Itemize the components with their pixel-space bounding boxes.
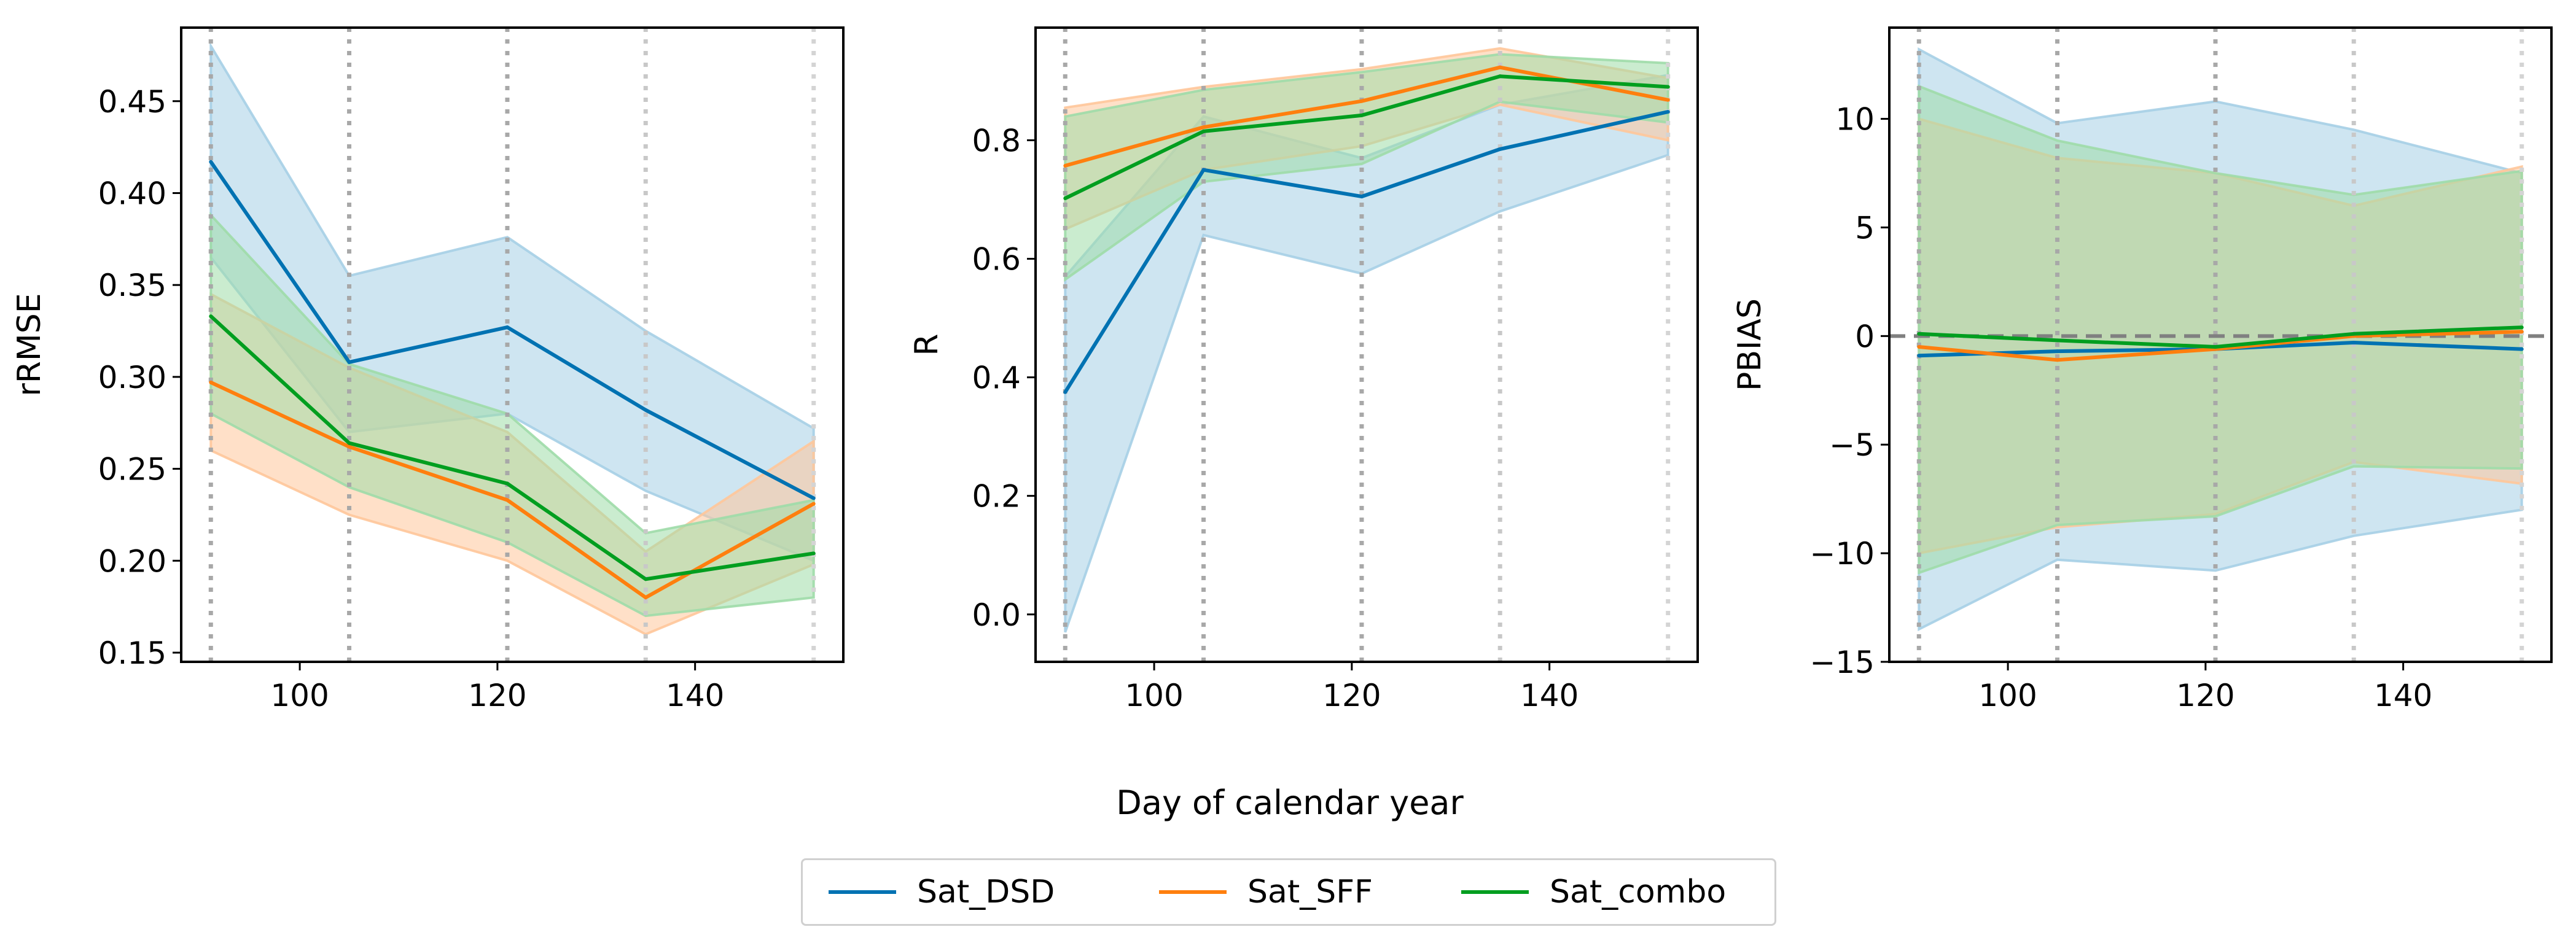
x-tick-label: 100	[1125, 678, 1183, 713]
y-tick-label: 5	[1855, 210, 1875, 246]
x-tick-label: 140	[666, 678, 724, 713]
data-point-sat-dsd	[209, 160, 213, 164]
data-point-sat-combo	[2352, 332, 2356, 336]
legend-item-sat-combo: Sat_combo	[1461, 860, 1726, 924]
data-point-sat-combo	[2055, 338, 2059, 343]
y-tick-label: 0	[1855, 319, 1875, 354]
x-tick-label: 120	[468, 678, 526, 713]
data-point-sat-combo	[1666, 85, 1670, 89]
legend-swatch-sat-sff	[1159, 890, 1227, 894]
y-tick-label: 0.6	[972, 242, 1021, 278]
data-point-sat-sff	[2055, 358, 2059, 362]
y-tick-label: 0.4	[972, 360, 1021, 396]
data-point-sat-dsd	[2352, 340, 2356, 344]
y-tick-label: −15	[1809, 645, 1875, 680]
data-point-sat-combo	[209, 314, 213, 319]
x-tick-label: 100	[1978, 678, 2037, 713]
data-point-sat-combo	[1917, 332, 1921, 336]
data-point-sat-dsd	[2055, 349, 2059, 354]
y-tick-label: −10	[1809, 536, 1875, 572]
legend-swatch-sat-combo	[1461, 890, 1529, 894]
y-tick-label: 0.20	[98, 543, 166, 579]
x-tick-label: 100	[270, 678, 329, 713]
data-point-sat-combo	[1201, 129, 1206, 133]
data-point-sat-dsd	[505, 325, 509, 330]
y-tick-label: 0.30	[98, 360, 166, 395]
y-axis-title: R	[908, 333, 945, 355]
legend-item-sat-sff: Sat_SFF	[1159, 860, 1373, 924]
legend-label-sat-dsd: Sat_DSD	[917, 874, 1055, 910]
y-axis-title: rRMSE	[11, 293, 48, 396]
data-point-sat-combo	[1359, 113, 1364, 117]
y-tick-label: 0.25	[98, 452, 166, 487]
data-point-sat-sff	[1498, 65, 1502, 69]
data-point-sat-combo	[347, 441, 351, 445]
data-point-sat-combo	[1498, 74, 1502, 79]
data-point-sat-sff	[1201, 125, 1206, 130]
axes-frame	[1034, 26, 1699, 663]
data-point-sat-dsd	[811, 496, 816, 500]
plot-area	[1063, 28, 1671, 662]
data-point-sat-sff	[209, 380, 213, 384]
data-point-sat-dsd	[347, 360, 351, 364]
x-tick-label: 120	[1322, 678, 1381, 713]
legend-item-sat-dsd: Sat_DSD	[829, 860, 1055, 924]
plot-area	[208, 28, 816, 662]
y-tick-label: 0.2	[972, 479, 1021, 514]
data-point-sat-sff	[347, 444, 351, 449]
data-point-sat-combo	[2213, 345, 2217, 349]
confidence-band-sat-combo	[209, 212, 815, 618]
legend: Sat_DSD Sat_SFF Sat_combo	[801, 858, 1776, 926]
data-point-sat-sff	[1666, 98, 1670, 102]
shared-x-axis-label: Day of calendar year	[1116, 783, 1464, 822]
data-point-sat-combo	[1063, 196, 1067, 201]
x-tick-label: 140	[1520, 678, 1579, 713]
data-point-sat-dsd	[1498, 147, 1502, 151]
panel-3: 100 120 140 −15 −10 −5 0 5 10 PBIAS	[1731, 26, 2553, 713]
y-tick-label: −5	[1829, 427, 1875, 463]
data-point-sat-combo	[2519, 325, 2524, 330]
data-point-sat-combo	[505, 481, 509, 486]
legend-label-sat-combo: Sat_combo	[1550, 874, 1727, 910]
y-tick-label: 0.35	[98, 268, 166, 303]
data-point-sat-dsd	[1666, 110, 1670, 114]
y-tick-label: 0.40	[98, 176, 166, 211]
confidence-band-sat-combo	[1918, 84, 2523, 575]
data-point-sat-combo	[644, 577, 648, 581]
data-point-sat-sff	[2519, 330, 2524, 334]
x-tick-label: 140	[2374, 678, 2432, 713]
data-point-sat-sff	[811, 502, 816, 506]
legend-swatch-sat-dsd	[829, 890, 896, 894]
axes-frame	[180, 26, 845, 663]
data-point-sat-dsd	[1063, 390, 1067, 394]
y-tick-label: 0.45	[98, 84, 166, 120]
data-point-sat-sff	[1063, 163, 1067, 168]
data-point-sat-dsd	[2519, 347, 2524, 351]
x-tick-label: 120	[2176, 678, 2234, 713]
data-point-sat-sff	[505, 498, 509, 502]
y-axis-title: PBIAS	[1731, 298, 1768, 391]
panel-2: 100 120 140 0.0 0.2 0.4 0.6 0.8 R	[908, 26, 1699, 713]
y-tick-label: 0.0	[972, 597, 1021, 633]
data-point-sat-dsd	[644, 408, 648, 412]
plot-area	[1889, 28, 2551, 662]
axes-frame	[1888, 26, 2553, 663]
data-point-sat-dsd	[1359, 195, 1364, 199]
legend-label-sat-sff: Sat_SFF	[1247, 874, 1373, 910]
data-point-sat-sff	[644, 596, 648, 600]
y-tick-label: 0.8	[972, 123, 1021, 158]
data-point-sat-sff	[1359, 99, 1364, 103]
data-point-sat-dsd	[1917, 354, 1921, 358]
y-tick-label: 10	[1835, 102, 1875, 138]
data-point-sat-combo	[811, 551, 816, 556]
data-point-sat-dsd	[1201, 168, 1206, 172]
y-tick-label: 0.15	[98, 635, 166, 671]
data-point-sat-sff	[1917, 345, 1921, 349]
panel-1: 100 120 140 0.15 0.20 0.25 0.30 0.35 0.40 0.45 rRM…	[11, 26, 845, 713]
